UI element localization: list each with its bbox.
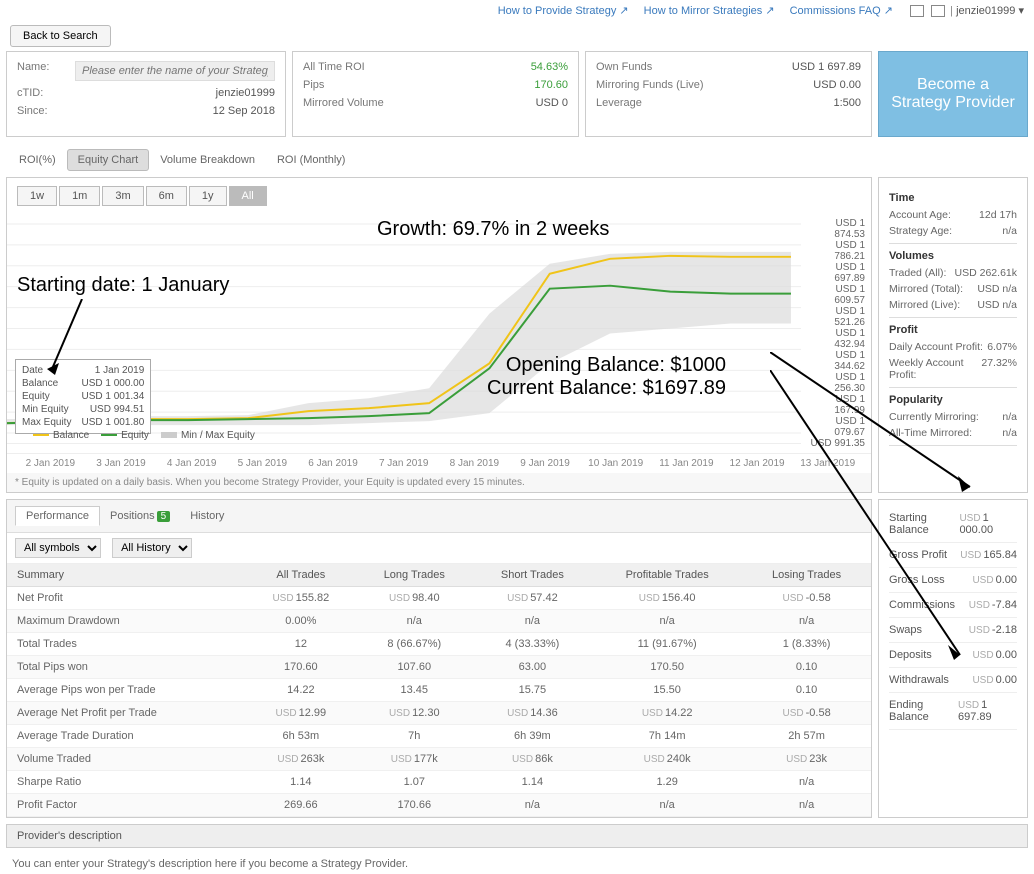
table-row: Net ProfitUSD155.82USD98.40USD57.42USD15…	[7, 587, 871, 610]
link-faq[interactable]: Commissions FAQ ↗	[790, 5, 893, 17]
annot-balances: Opening Balance: $1000Current Balance: $…	[487, 354, 726, 400]
tab-roi-[interactable]: ROI(%)	[8, 149, 67, 171]
balance-row: CommissionsUSD-7.84	[889, 593, 1017, 618]
perf-filters: All symbols All History	[7, 533, 871, 564]
table-row: Average Pips won per Trade14.2213.4515.7…	[7, 679, 871, 702]
equity-note: * Equity is updated on a daily basis. Wh…	[7, 473, 871, 492]
range-1y[interactable]: 1y	[189, 186, 227, 206]
range-All[interactable]: All	[229, 186, 267, 206]
ctid-value: jenzie01999	[216, 87, 275, 99]
performance-panel: PerformancePositions5History All symbols…	[6, 499, 872, 818]
table-row: Total Pips won170.60107.6063.00170.500.1…	[7, 656, 871, 679]
tab-equity-chart[interactable]: Equity Chart	[67, 149, 150, 171]
balance-row: DepositsUSD0.00	[889, 643, 1017, 668]
link-mirror[interactable]: How to Mirror Strategies ↗	[644, 5, 775, 17]
y-axis: USD 1 874.53USD 1 786.21USD 1 697.89USD …	[801, 214, 871, 453]
perf-tab-positions[interactable]: Positions5	[100, 507, 180, 525]
history-filter[interactable]: All History	[112, 538, 192, 558]
perf-tabs: PerformancePositions5History	[7, 500, 871, 533]
icon-b[interactable]	[931, 5, 945, 17]
range-tabs: 1w1m3m6m1yAll	[7, 178, 871, 214]
icon-a[interactable]	[910, 5, 924, 17]
kpi-panel-b: Own FundsUSD 1 697.89Mirroring Funds (Li…	[585, 51, 872, 137]
table-row: Average Trade Duration6h 53m7h6h 39m7h 1…	[7, 725, 871, 748]
chart-panel: 1w1m3m6m1yAll Date1 Jan 2019BalanceUSD 1…	[6, 177, 872, 493]
annot-start: Starting date: 1 January	[17, 274, 229, 297]
main-tabs: ROI(%)Equity ChartVolume BreakdownROI (M…	[0, 143, 1034, 177]
provider-desc-body: You can enter your Strategy's descriptio…	[0, 854, 1034, 874]
balance-row: Gross LossUSD0.00	[889, 568, 1017, 593]
table-row: Average Net Profit per TradeUSD12.99USD1…	[7, 702, 871, 725]
table-row: Maximum Drawdown0.00%n/an/an/an/a	[7, 610, 871, 633]
cta-become-provider[interactable]: Become a Strategy Provider	[878, 51, 1028, 137]
side-stats-panel: TimeAccount Age:12d 17hStrategy Age:n/aV…	[878, 177, 1028, 493]
performance-table: SummaryAll TradesLong TradesShort Trades…	[7, 564, 871, 817]
balance-panel: Starting BalanceUSD1 000.00Gross ProfitU…	[878, 499, 1028, 818]
range-6m[interactable]: 6m	[146, 186, 187, 206]
balance-row: Starting BalanceUSD1 000.00	[889, 506, 1017, 543]
link-provide[interactable]: How to Provide Strategy ↗	[498, 5, 629, 17]
table-row: Total Trades128 (66.67%)4 (33.33%)11 (91…	[7, 633, 871, 656]
x-axis: 2 Jan 20193 Jan 20194 Jan 20195 Jan 2019…	[7, 453, 871, 473]
balance-row: Gross ProfitUSD165.84	[889, 543, 1017, 568]
annot-growth: Growth: 69.7% in 2 weeks	[377, 218, 609, 241]
table-header-row: SummaryAll TradesLong TradesShort Trades…	[7, 564, 871, 587]
strategy-name-input[interactable]	[75, 61, 275, 81]
balance-row: Ending BalanceUSD1 697.89	[889, 693, 1017, 730]
perf-tab-history[interactable]: History	[180, 507, 234, 525]
chart-legend: Balance Equity Min / Max Equity	[33, 430, 255, 441]
tab-roi-monthly-[interactable]: ROI (Monthly)	[266, 149, 356, 171]
since-value: 12 Sep 2018	[213, 105, 275, 117]
range-1m[interactable]: 1m	[59, 186, 100, 206]
kpi-panel-a: All Time ROI54.63%Pips170.60Mirrored Vol…	[292, 51, 579, 137]
back-button[interactable]: Back to Search	[10, 25, 111, 47]
range-1w[interactable]: 1w	[17, 186, 57, 206]
symbol-filter[interactable]: All symbols	[15, 538, 101, 558]
top-user[interactable]: jenzie01999	[956, 5, 1015, 17]
chart-tooltip: Date1 Jan 2019BalanceUSD 1 000.00EquityU…	[15, 359, 151, 434]
top-bar: How to Provide Strategy ↗ How to Mirror …	[0, 0, 1034, 21]
provider-desc-header: Provider's description	[6, 824, 1028, 848]
balance-row: WithdrawalsUSD0.00	[889, 668, 1017, 693]
table-row: Volume TradedUSD263kUSD177kUSD86kUSD240k…	[7, 748, 871, 771]
balance-row: SwapsUSD-2.18	[889, 618, 1017, 643]
strategy-info-panel: Name: cTID:jenzie01999 Since:12 Sep 2018	[6, 51, 286, 137]
tab-volume-breakdown[interactable]: Volume Breakdown	[149, 149, 266, 171]
range-3m[interactable]: 3m	[102, 186, 143, 206]
table-row: Sharpe Ratio1.141.071.141.29n/a	[7, 771, 871, 794]
table-row: Profit Factor269.66170.66n/an/an/a	[7, 794, 871, 817]
perf-tab-performance[interactable]: Performance	[15, 506, 100, 526]
equity-chart[interactable]: Date1 Jan 2019BalanceUSD 1 000.00EquityU…	[7, 214, 801, 444]
